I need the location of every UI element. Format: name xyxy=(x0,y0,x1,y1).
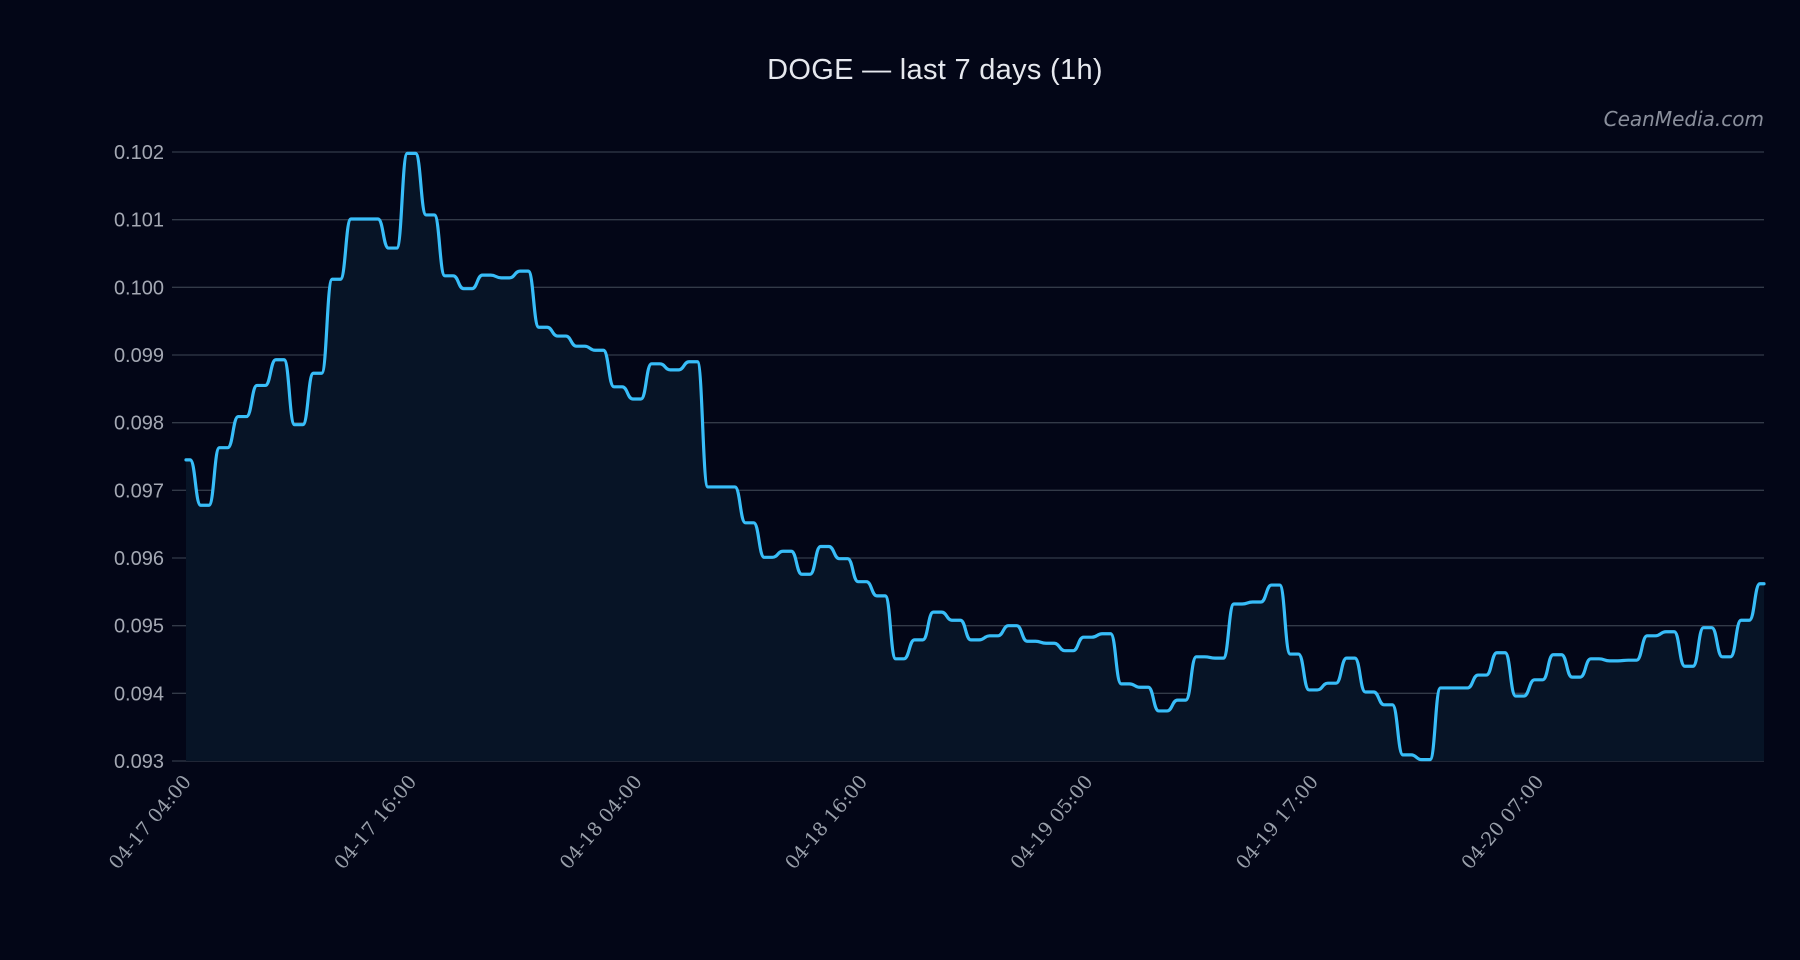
chart-title: DOGE — last 7 days (1h) xyxy=(767,54,1103,86)
x-axis-ticks: 04-17 04:00 04-17 16:00 04-18 04:00 04-18 1… xyxy=(105,771,1549,874)
y-tick-label: 0.097 xyxy=(114,480,164,502)
y-tick-label: 0.099 xyxy=(114,345,164,367)
y-tick-label: 0.098 xyxy=(114,413,164,435)
y-tick-label: 0.093 xyxy=(114,751,164,773)
y-axis-ticks: 0.093 0.094 0.095 0.096 0.097 0.098 0.099 0.100… xyxy=(114,142,164,773)
x-tick-label: 04-20 07:00 xyxy=(1457,771,1548,874)
x-tick-label: 04-19 17:00 xyxy=(1232,771,1323,874)
y-tick-label: 0.102 xyxy=(114,142,164,164)
x-tick-label: 04-17 04:00 xyxy=(105,771,196,874)
x-tick-label: 04-18 16:00 xyxy=(781,771,872,874)
watermark: CeanMedia.com xyxy=(1603,107,1764,131)
y-tick-label: 0.100 xyxy=(114,277,164,299)
x-tick-label: 04-19 05:00 xyxy=(1006,771,1097,874)
y-tick-label: 0.094 xyxy=(114,683,164,705)
x-tick-label: 04-17 16:00 xyxy=(330,771,421,874)
y-tick-label: 0.095 xyxy=(114,616,164,638)
x-tick-label: 04-18 04:00 xyxy=(556,771,647,874)
y-tick-label: 0.101 xyxy=(114,210,164,232)
y-tick-label: 0.096 xyxy=(114,548,164,570)
price-line xyxy=(184,151,1766,762)
price-area-fill xyxy=(186,153,1764,761)
